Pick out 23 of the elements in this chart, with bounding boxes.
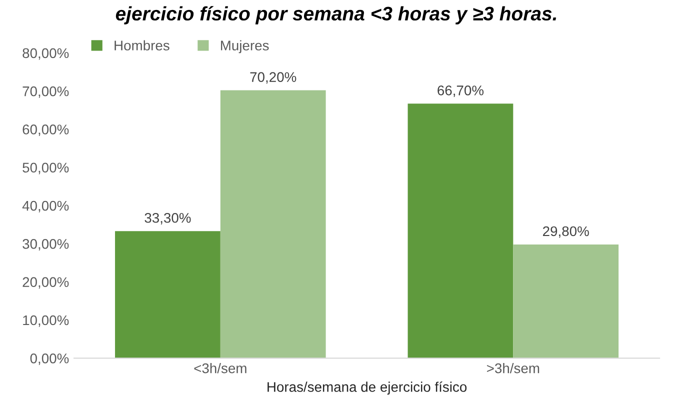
y-tick-label: 70,00% (22, 86, 69, 98)
data-label: 33,30% (144, 212, 191, 224)
y-tick-label: 20,00% (22, 277, 69, 289)
x-tick-label: <3h/sem (194, 363, 246, 374)
bar (513, 244, 619, 358)
x-tick-label: >3h/sem (487, 363, 540, 374)
bar (220, 90, 326, 358)
legend-label: Mujeres (220, 40, 269, 54)
legend-label: Hombres (114, 40, 170, 50)
y-tick-label: 60,00% (22, 124, 69, 136)
y-tick-label: 50,00% (22, 162, 69, 174)
y-tick-label: 0,00% (30, 353, 69, 365)
x-axis-title: Horas/semana de ejercicio físico (268, 382, 467, 395)
y-tick-label: 10,00% (23, 315, 69, 327)
data-label: 29,80% (543, 226, 589, 238)
data-label: 66,70% (438, 86, 484, 97)
data-label: 70,20% (250, 72, 296, 84)
y-tick-label: 30,00% (22, 239, 69, 250)
y-tick-label: 80,00% (22, 48, 69, 60)
y-tick-label: 40,00% (22, 200, 69, 212)
bar (115, 231, 220, 358)
chart-title: ejercicio físico por semana <3 horas y ≥3 horas. (116, 6, 556, 24)
bar (408, 104, 514, 358)
